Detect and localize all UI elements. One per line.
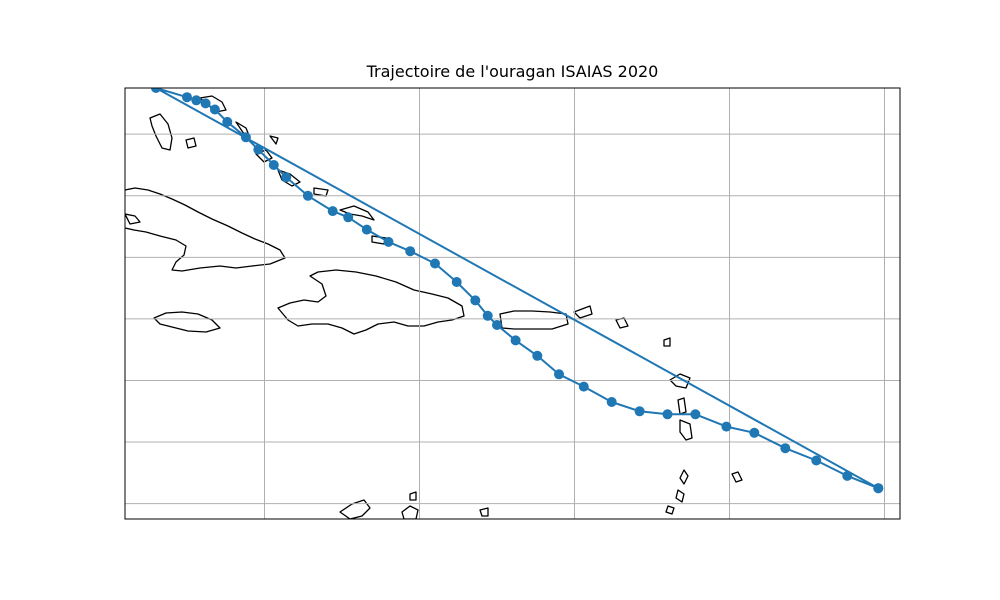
track-point: [554, 369, 564, 380]
track-point: [240, 132, 251, 143]
coastline-barbados: [731, 471, 743, 483]
coastline-bonaire: [401, 505, 419, 519]
coastline-cuba: [125, 187, 286, 272]
track-point: [634, 406, 645, 417]
coastline-key: [125, 213, 141, 225]
track-point: [343, 212, 354, 223]
map-frame: [124, 87, 901, 520]
track-point: [200, 98, 211, 109]
coastline-virgin-islands: [573, 305, 593, 319]
coastline-margarita: [479, 507, 489, 517]
track-point: [606, 397, 617, 407]
track-point: [842, 470, 853, 481]
track-point: [268, 160, 279, 170]
track-point: [182, 92, 192, 103]
track-point: [532, 350, 543, 361]
coastline-key-3: [269, 135, 279, 145]
track-point: [302, 190, 313, 201]
track-point: [405, 246, 416, 257]
track-layer: [151, 88, 884, 494]
track-point: [451, 277, 462, 287]
coastline-antigua: [663, 337, 671, 347]
coastline-key-2: [185, 137, 197, 149]
coastline-hispaniola: [277, 269, 465, 335]
map-background: [125, 88, 900, 519]
chart-title: Trajectoire de l'ouragan ISAIAS 2020: [366, 62, 659, 81]
coastline-dominica: [677, 397, 687, 415]
track-point: [281, 172, 292, 183]
track-point: [578, 381, 589, 392]
coastline-andros: [149, 113, 173, 151]
track-point: [430, 258, 440, 269]
track-point: [361, 224, 372, 235]
coastline-curacao: [409, 491, 417, 501]
track-point: [662, 409, 673, 420]
coastline-jamaica: [153, 311, 221, 333]
coastline-st-lucia: [679, 469, 689, 485]
track-point: [209, 104, 220, 115]
track-point: [327, 206, 338, 217]
track-point: [492, 320, 502, 330]
track-point: [811, 455, 822, 466]
coastline-grenada: [665, 505, 675, 515]
coastline-st-vincent: [675, 489, 685, 503]
track-point: [749, 427, 760, 438]
track-point: [151, 88, 161, 93]
track-point: [222, 116, 233, 127]
gridlines: [125, 88, 900, 519]
track-point: [383, 236, 394, 247]
track-point: [780, 443, 791, 454]
track-point: [721, 421, 732, 432]
coastline-puerto-rico: [499, 310, 569, 330]
track-point: [191, 95, 202, 106]
track-point: [510, 335, 521, 346]
track-point: [470, 295, 481, 306]
track-point: [253, 144, 264, 155]
track-point: [482, 310, 493, 321]
track-point: [690, 409, 701, 420]
track-point: [873, 483, 884, 494]
coastline-martinique: [679, 419, 693, 441]
